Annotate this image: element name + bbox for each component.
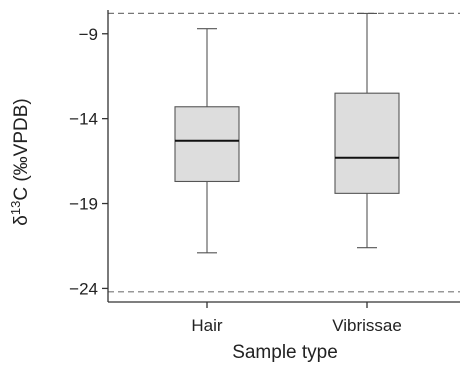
x-axis-title: Sample type	[232, 342, 338, 363]
y-tick-label: −14	[69, 110, 98, 129]
vibrissae-box	[334, 92, 400, 194]
plot-area: −9 −14 −19 −24 Hair Vibrissae	[69, 10, 460, 335]
y-tick-label: −24	[69, 279, 98, 298]
hair-box	[174, 106, 240, 183]
x-tick-label: Hair	[191, 316, 223, 335]
y-axis-title: δ13C (‰VPDB)	[8, 98, 32, 225]
x-tick-label: Vibrissae	[332, 316, 402, 335]
y-tick-label: −19	[69, 195, 98, 214]
y-tick-label: −9	[79, 25, 98, 44]
